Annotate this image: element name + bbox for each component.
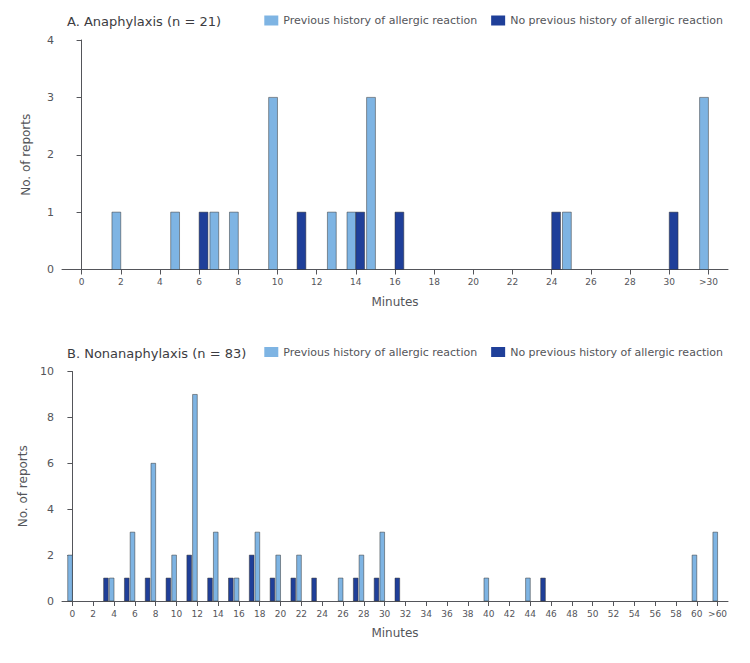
svg-text:2: 2	[118, 277, 124, 287]
svg-text:6: 6	[47, 457, 54, 470]
svg-text:0: 0	[47, 263, 54, 276]
svg-text:>30: >30	[699, 277, 718, 287]
svg-text:18: 18	[254, 609, 266, 619]
svg-text:4: 4	[111, 609, 117, 619]
svg-text:12: 12	[311, 277, 322, 287]
svg-text:34: 34	[420, 609, 432, 619]
svg-text:4: 4	[47, 34, 54, 47]
svg-text:26: 26	[337, 609, 349, 619]
svg-text:58: 58	[670, 609, 682, 619]
svg-text:8: 8	[153, 609, 159, 619]
svg-text:28: 28	[624, 277, 636, 287]
svg-text:28: 28	[358, 609, 370, 619]
svg-text:60: 60	[691, 609, 703, 619]
svg-text:14: 14	[212, 609, 224, 619]
svg-text:Minutes: Minutes	[371, 295, 418, 309]
svg-text:Previous history of allergic r: Previous history of allergic reaction	[283, 14, 477, 27]
svg-text:10: 10	[272, 277, 284, 287]
svg-text:18: 18	[428, 277, 440, 287]
svg-text:24: 24	[546, 277, 558, 287]
svg-text:2: 2	[47, 549, 54, 562]
svg-text:16: 16	[389, 277, 401, 287]
svg-text:38: 38	[462, 609, 474, 619]
svg-text:0: 0	[47, 595, 54, 608]
svg-text:50: 50	[587, 609, 599, 619]
svg-text:No previous history of allergi: No previous history of allergic reaction	[510, 346, 723, 359]
svg-text:44: 44	[525, 609, 537, 619]
svg-text:10: 10	[171, 609, 183, 619]
svg-text:42: 42	[504, 609, 515, 619]
svg-text:30: 30	[664, 277, 676, 287]
svg-text:36: 36	[441, 609, 453, 619]
svg-text:20: 20	[275, 609, 287, 619]
svg-text:16: 16	[233, 609, 245, 619]
svg-text:48: 48	[566, 609, 578, 619]
svg-text:14: 14	[350, 277, 362, 287]
svg-text:1: 1	[47, 206, 54, 219]
svg-text:6: 6	[196, 277, 202, 287]
svg-text:>60: >60	[708, 609, 727, 619]
svg-text:B. Nonanaphylaxis (n = 83): B. Nonanaphylaxis (n = 83)	[67, 346, 246, 361]
svg-text:0: 0	[70, 609, 76, 619]
svg-text:22: 22	[507, 277, 518, 287]
svg-text:32: 32	[400, 609, 411, 619]
svg-text:No. of reports: No. of reports	[19, 114, 33, 196]
svg-text:24: 24	[316, 609, 328, 619]
svg-text:22: 22	[296, 609, 307, 619]
svg-text:A. Anaphylaxis (n = 21): A. Anaphylaxis (n = 21)	[67, 14, 221, 29]
svg-text:Minutes: Minutes	[371, 626, 418, 640]
svg-text:No. of reports: No. of reports	[16, 445, 30, 527]
svg-text:2: 2	[47, 148, 54, 161]
svg-text:4: 4	[157, 277, 163, 287]
svg-text:8: 8	[235, 277, 241, 287]
svg-text:8: 8	[47, 411, 54, 424]
svg-text:56: 56	[649, 609, 661, 619]
svg-text:20: 20	[468, 277, 480, 287]
svg-text:10: 10	[40, 365, 54, 378]
svg-text:26: 26	[585, 277, 597, 287]
svg-text:0: 0	[79, 277, 85, 287]
svg-text:6: 6	[132, 609, 138, 619]
svg-text:4: 4	[47, 503, 54, 516]
svg-text:Previous history of allergic r: Previous history of allergic reaction	[283, 346, 477, 359]
svg-text:30: 30	[379, 609, 391, 619]
svg-text:2: 2	[90, 609, 96, 619]
svg-text:No previous history of allergi: No previous history of allergic reaction	[510, 14, 723, 27]
svg-text:54: 54	[629, 609, 641, 619]
svg-text:46: 46	[545, 609, 557, 619]
svg-text:12: 12	[192, 609, 203, 619]
svg-text:40: 40	[483, 609, 495, 619]
svg-text:3: 3	[47, 91, 54, 104]
svg-text:52: 52	[608, 609, 619, 619]
